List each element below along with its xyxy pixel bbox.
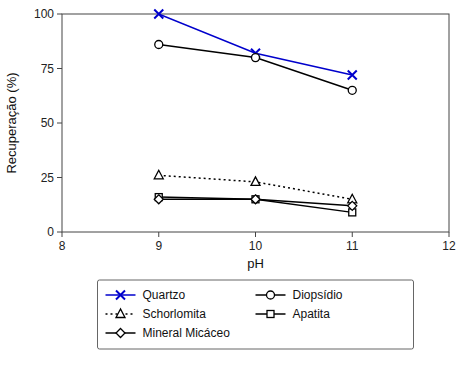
x-tick: [158, 232, 159, 237]
x-tick: [352, 232, 353, 237]
x-tick: [62, 232, 63, 237]
x-tick-label: 11: [346, 239, 359, 253]
x-tick-label: 12: [442, 239, 456, 253]
x-tick-label: 10: [249, 239, 263, 253]
x-tick: [449, 232, 450, 237]
point: [155, 41, 163, 49]
chart: 8 9 10 11 12 0 25 50 75 100 pH Recuperação (%) Quart…: [0, 0, 469, 377]
markers: [154, 10, 357, 216]
y-axis-label: Recuperação (%): [4, 72, 19, 173]
y-tick: [57, 68, 62, 69]
series-line: [159, 45, 353, 91]
legend-marker: [267, 311, 274, 318]
point: [154, 195, 163, 204]
background: [0, 0, 469, 377]
legend: Quartzo Diopsídio Schorlomita Apatita Minera…: [98, 280, 414, 349]
lines: [159, 14, 353, 212]
legend-label: Diopsídio: [293, 288, 343, 302]
legend-marker: [116, 291, 125, 300]
point: [348, 71, 357, 80]
y-tick: [57, 232, 62, 233]
y-tick-label: 25: [41, 171, 55, 185]
x-tick: [255, 232, 256, 237]
legend-marker: [267, 291, 275, 299]
plot-frame: [62, 14, 449, 232]
x-tick-label: 9: [155, 239, 162, 253]
y-tick-label: 50: [41, 116, 55, 130]
point: [348, 201, 357, 210]
y-tick: [57, 14, 62, 15]
legend-marker: [116, 309, 125, 318]
point: [251, 177, 260, 186]
y-tick-label: 0: [47, 225, 54, 239]
point: [348, 86, 356, 94]
x-axis-label: pH: [247, 256, 264, 271]
point: [154, 10, 163, 19]
point: [252, 54, 260, 62]
point: [154, 170, 163, 179]
y-tick-label: 100: [34, 7, 54, 21]
y-tick: [57, 123, 62, 124]
point: [252, 196, 259, 203]
y-tick-label: 75: [41, 62, 55, 76]
legend-label: Apatita: [293, 307, 331, 321]
legend-marker: [116, 329, 125, 338]
legend-label: Schorlomita: [143, 307, 207, 321]
series-line: [159, 14, 353, 75]
point: [251, 195, 260, 204]
legend-box: [98, 280, 414, 349]
legend-label: Mineral Micáceo: [143, 326, 231, 340]
x-tick-label: 8: [59, 239, 66, 253]
y-tick: [57, 177, 62, 178]
legend-label: Quartzo: [143, 288, 186, 302]
